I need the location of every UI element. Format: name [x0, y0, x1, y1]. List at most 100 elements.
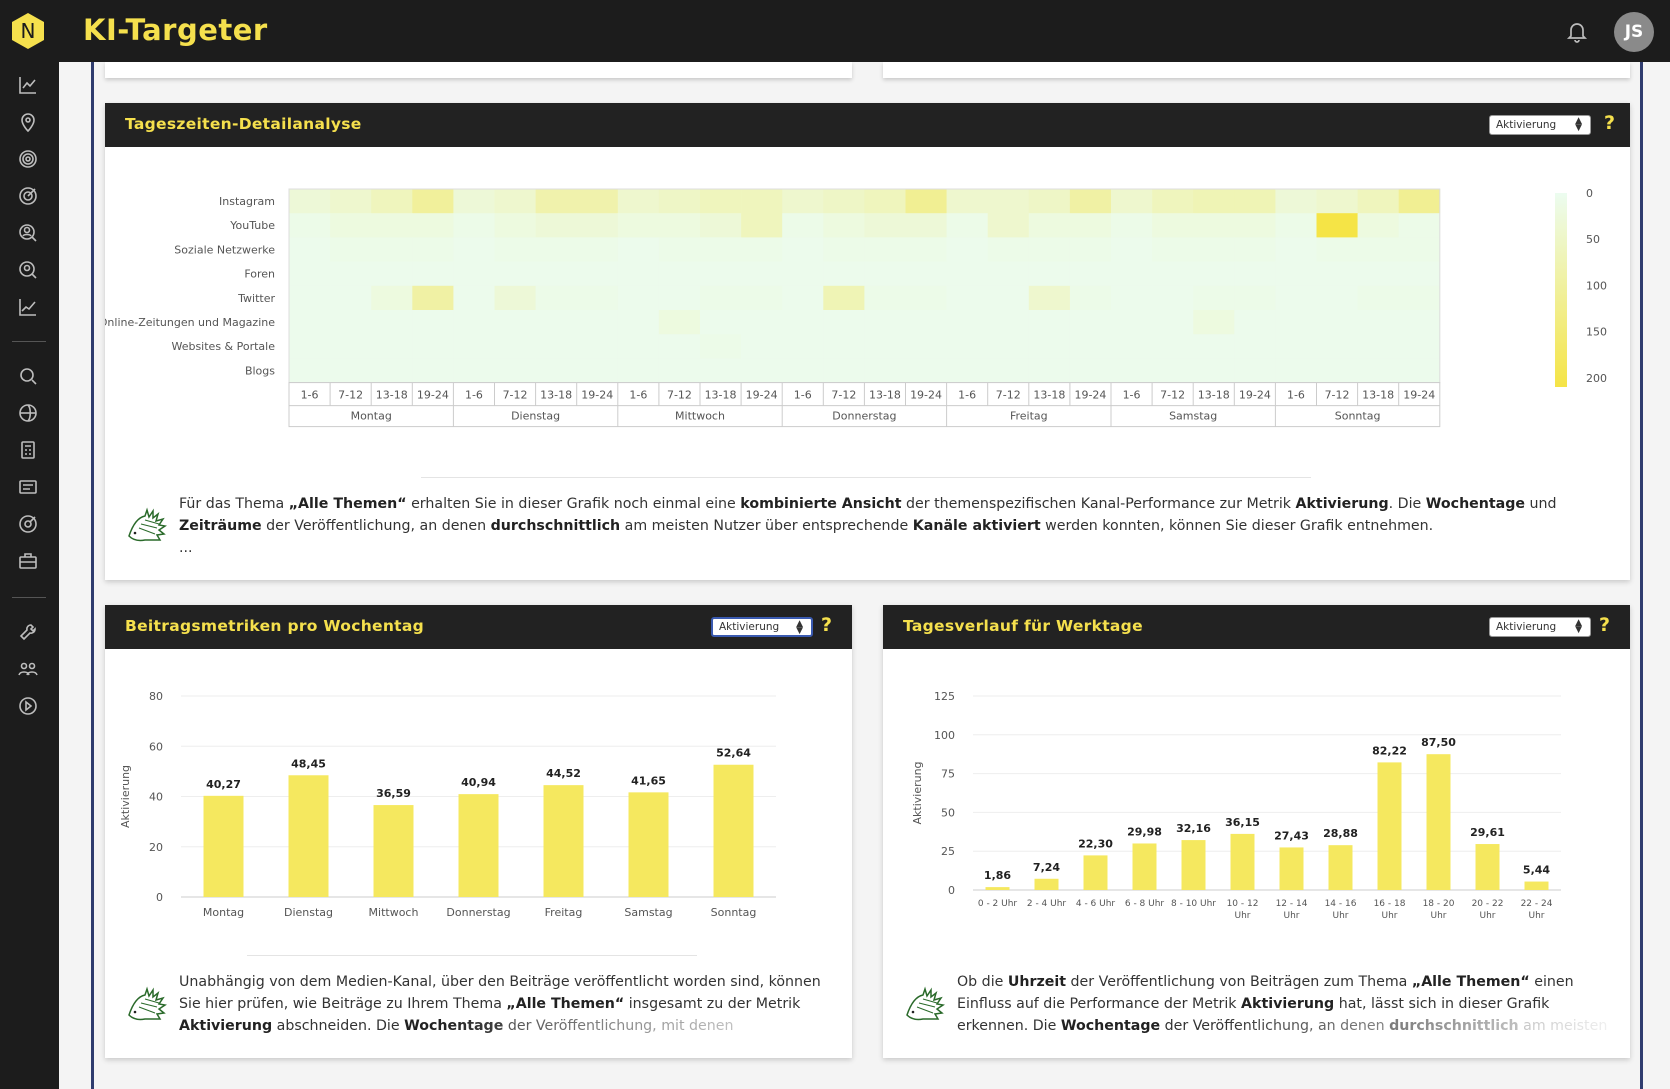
heatmap-cell[interactable] — [1069, 334, 1112, 359]
heatmap-cell[interactable] — [905, 285, 947, 311]
heatmap-cell[interactable] — [289, 189, 331, 214]
heatmap-cell[interactable] — [823, 285, 865, 311]
heatmap-cell[interactable] — [946, 358, 988, 383]
heatmap-cell[interactable] — [1357, 310, 1399, 335]
heatmap-cell[interactable] — [823, 261, 865, 287]
heatmap-cell[interactable] — [1152, 213, 1194, 238]
heatmap-cell[interactable] — [617, 285, 660, 311]
heatmap-cell[interactable] — [658, 358, 701, 383]
metric-select[interactable]: Aktivierung ▲ ▼ — [711, 617, 813, 637]
heatmap-cell[interactable] — [987, 334, 1030, 359]
heatmap-cell[interactable] — [412, 261, 454, 287]
heatmap-cell[interactable] — [1152, 334, 1194, 359]
heatmap-cell[interactable] — [823, 310, 865, 335]
map-pin-icon[interactable] — [17, 111, 39, 133]
heatmap-cell[interactable] — [782, 261, 824, 287]
heatmap-cell[interactable] — [946, 261, 988, 287]
heatmap-cell[interactable] — [658, 189, 701, 214]
bar[interactable] — [1132, 843, 1157, 890]
help-button[interactable]: ? — [821, 614, 833, 636]
bar[interactable] — [203, 795, 244, 897]
heatmap-cell[interactable] — [1111, 334, 1153, 359]
briefcase-icon[interactable] — [17, 550, 39, 572]
heatmap-cell[interactable] — [1111, 285, 1153, 311]
heatmap-cell[interactable] — [1028, 237, 1071, 262]
heatmap-cell[interactable] — [987, 358, 1030, 383]
bar[interactable] — [1524, 881, 1549, 890]
heatmap-cell[interactable] — [1234, 213, 1276, 238]
bar[interactable] — [373, 805, 414, 897]
heatmap-cell[interactable] — [1357, 261, 1399, 287]
heatmap-cell[interactable] — [371, 189, 413, 214]
heatmap-cell[interactable] — [1028, 213, 1071, 238]
heatmap-cell[interactable] — [535, 334, 577, 359]
heatmap-cell[interactable] — [1069, 189, 1112, 214]
bar[interactable] — [1181, 840, 1206, 890]
heatmap-cell[interactable] — [1234, 237, 1276, 262]
heatmap-cell[interactable] — [1275, 334, 1317, 359]
heatmap-cell[interactable] — [864, 213, 906, 238]
heatmap-cell[interactable] — [1028, 358, 1071, 383]
heatmap-cell[interactable] — [864, 334, 906, 359]
heatmap-cell[interactable] — [905, 189, 947, 214]
heatmap-cell[interactable] — [1193, 213, 1235, 238]
heatmap-cell[interactable] — [987, 285, 1030, 311]
heatmap-cell[interactable] — [412, 189, 454, 214]
bar[interactable] — [288, 775, 329, 897]
heatmap-cell[interactable] — [453, 189, 495, 214]
heatmap-cell[interactable] — [289, 237, 331, 262]
heatmap-cell[interactable] — [494, 213, 536, 238]
heatmap-cell[interactable] — [1316, 237, 1358, 262]
heatmap-cell[interactable] — [1234, 310, 1276, 335]
heatmap-cell[interactable] — [1152, 237, 1194, 262]
heatmap-cell[interactable] — [576, 334, 619, 359]
bar[interactable] — [1230, 833, 1255, 890]
heatmap-cell[interactable] — [1234, 285, 1276, 311]
heatmap-cell[interactable] — [1398, 285, 1441, 311]
bar[interactable] — [543, 785, 584, 897]
heatmap-cell[interactable] — [987, 213, 1030, 238]
heatmap-cell[interactable] — [453, 358, 495, 383]
heatmap-cell[interactable] — [700, 237, 742, 262]
heatmap-cell[interactable] — [864, 189, 906, 214]
heatmap-cell[interactable] — [576, 285, 619, 311]
help-button[interactable]: ? — [1599, 614, 1611, 636]
bar[interactable] — [1328, 845, 1353, 890]
app-logo[interactable]: N — [11, 12, 45, 50]
heatmap-cell[interactable] — [535, 189, 577, 214]
heatmap-cell[interactable] — [1193, 358, 1235, 383]
heatmap-cell[interactable] — [905, 310, 947, 335]
heatmap-cell[interactable] — [535, 237, 577, 262]
heatmap-cell[interactable] — [494, 237, 536, 262]
bar[interactable] — [1279, 847, 1304, 890]
heatmap-cell[interactable] — [700, 189, 742, 214]
heatmap-cell[interactable] — [1357, 237, 1399, 262]
scrollbar[interactable] — [1658, 62, 1670, 1089]
play-icon[interactable] — [17, 695, 39, 717]
heatmap-cell[interactable] — [987, 189, 1030, 214]
heatmap-cell[interactable] — [1316, 358, 1358, 383]
heatmap-cell[interactable] — [864, 261, 906, 287]
heatmap-cell[interactable] — [1069, 310, 1112, 335]
heatmap-cell[interactable] — [1398, 237, 1441, 262]
heatmap-cell[interactable] — [1398, 261, 1441, 287]
heatmap-cell[interactable] — [412, 237, 454, 262]
heatmap-cell[interactable] — [1234, 358, 1276, 383]
heatmap-cell[interactable] — [987, 310, 1030, 335]
heatmap-cell[interactable] — [1028, 285, 1071, 311]
heatmap-cell[interactable] — [1398, 189, 1441, 214]
heatmap-cell[interactable] — [617, 237, 660, 262]
heatmap-cell[interactable] — [741, 358, 783, 383]
heatmap-cell[interactable] — [371, 358, 413, 383]
heatmap-cell[interactable] — [371, 334, 413, 359]
heatmap-cell[interactable] — [1398, 310, 1441, 335]
heatmap-cell[interactable] — [1193, 310, 1235, 335]
heatmap-cell[interactable] — [453, 261, 495, 287]
heatmap-cell[interactable] — [741, 310, 783, 335]
heatmap-cell[interactable] — [289, 358, 331, 383]
heatmap-cell[interactable] — [700, 261, 742, 287]
help-button[interactable]: ? — [1604, 112, 1616, 134]
users-icon[interactable] — [17, 658, 39, 680]
globe-icon[interactable] — [17, 402, 39, 424]
heatmap-cell[interactable] — [576, 189, 619, 214]
